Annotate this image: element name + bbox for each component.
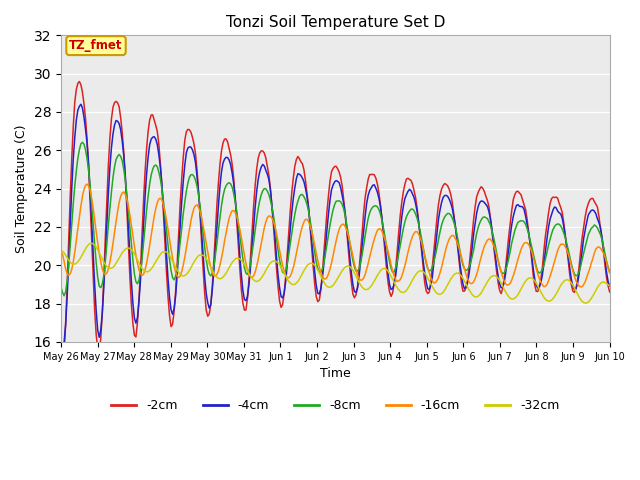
- -2cm: [299, 161, 307, 167]
- -16cm: [241, 252, 248, 258]
- -32cm: [606, 283, 614, 288]
- -32cm: [88, 240, 95, 246]
- Line: -2cm: -2cm: [61, 82, 610, 369]
- -2cm: [577, 249, 584, 254]
- -4cm: [242, 298, 250, 303]
- Text: TZ_fmet: TZ_fmet: [69, 39, 123, 52]
- Legend: -2cm, -4cm, -8cm, -16cm, -32cm: -2cm, -4cm, -8cm, -16cm, -32cm: [106, 394, 564, 417]
- -4cm: [127, 278, 135, 284]
- -8cm: [79, 140, 86, 145]
- -16cm: [299, 223, 307, 229]
- -16cm: [126, 212, 134, 217]
- -2cm: [57, 366, 65, 372]
- Line: -8cm: -8cm: [61, 143, 610, 296]
- Line: -4cm: -4cm: [61, 104, 610, 347]
- -8cm: [224, 180, 232, 186]
- -2cm: [76, 79, 83, 84]
- -2cm: [222, 136, 230, 142]
- -4cm: [59, 344, 67, 349]
- -32cm: [299, 270, 307, 276]
- -8cm: [127, 241, 135, 247]
- -2cm: [241, 307, 248, 313]
- -32cm: [581, 300, 589, 306]
- Line: -32cm: -32cm: [61, 243, 610, 303]
- -16cm: [83, 181, 91, 187]
- -8cm: [242, 270, 250, 276]
- Line: -16cm: -16cm: [61, 184, 610, 287]
- -2cm: [126, 272, 134, 278]
- -2cm: [606, 289, 614, 295]
- -16cm: [250, 273, 257, 279]
- -32cm: [250, 277, 257, 283]
- -4cm: [77, 101, 84, 107]
- -8cm: [57, 285, 65, 290]
- -16cm: [579, 284, 586, 289]
- -32cm: [577, 297, 584, 302]
- -32cm: [222, 270, 230, 276]
- -32cm: [126, 246, 134, 252]
- Y-axis label: Soil Temperature (C): Soil Temperature (C): [15, 124, 28, 253]
- -16cm: [577, 284, 584, 290]
- -4cm: [252, 205, 259, 211]
- -32cm: [241, 262, 248, 268]
- -8cm: [60, 293, 68, 299]
- -4cm: [579, 248, 586, 254]
- Title: Tonzi Soil Temperature Set D: Tonzi Soil Temperature Set D: [226, 15, 445, 30]
- -8cm: [579, 257, 586, 263]
- -16cm: [57, 249, 65, 255]
- -4cm: [300, 179, 308, 185]
- -8cm: [606, 269, 614, 275]
- -16cm: [606, 270, 614, 276]
- -4cm: [606, 283, 614, 289]
- -4cm: [224, 155, 232, 160]
- -32cm: [57, 248, 65, 253]
- -8cm: [252, 228, 259, 234]
- -16cm: [222, 230, 230, 236]
- -4cm: [57, 343, 65, 349]
- -2cm: [250, 204, 257, 210]
- X-axis label: Time: Time: [320, 367, 351, 380]
- -8cm: [300, 194, 308, 200]
